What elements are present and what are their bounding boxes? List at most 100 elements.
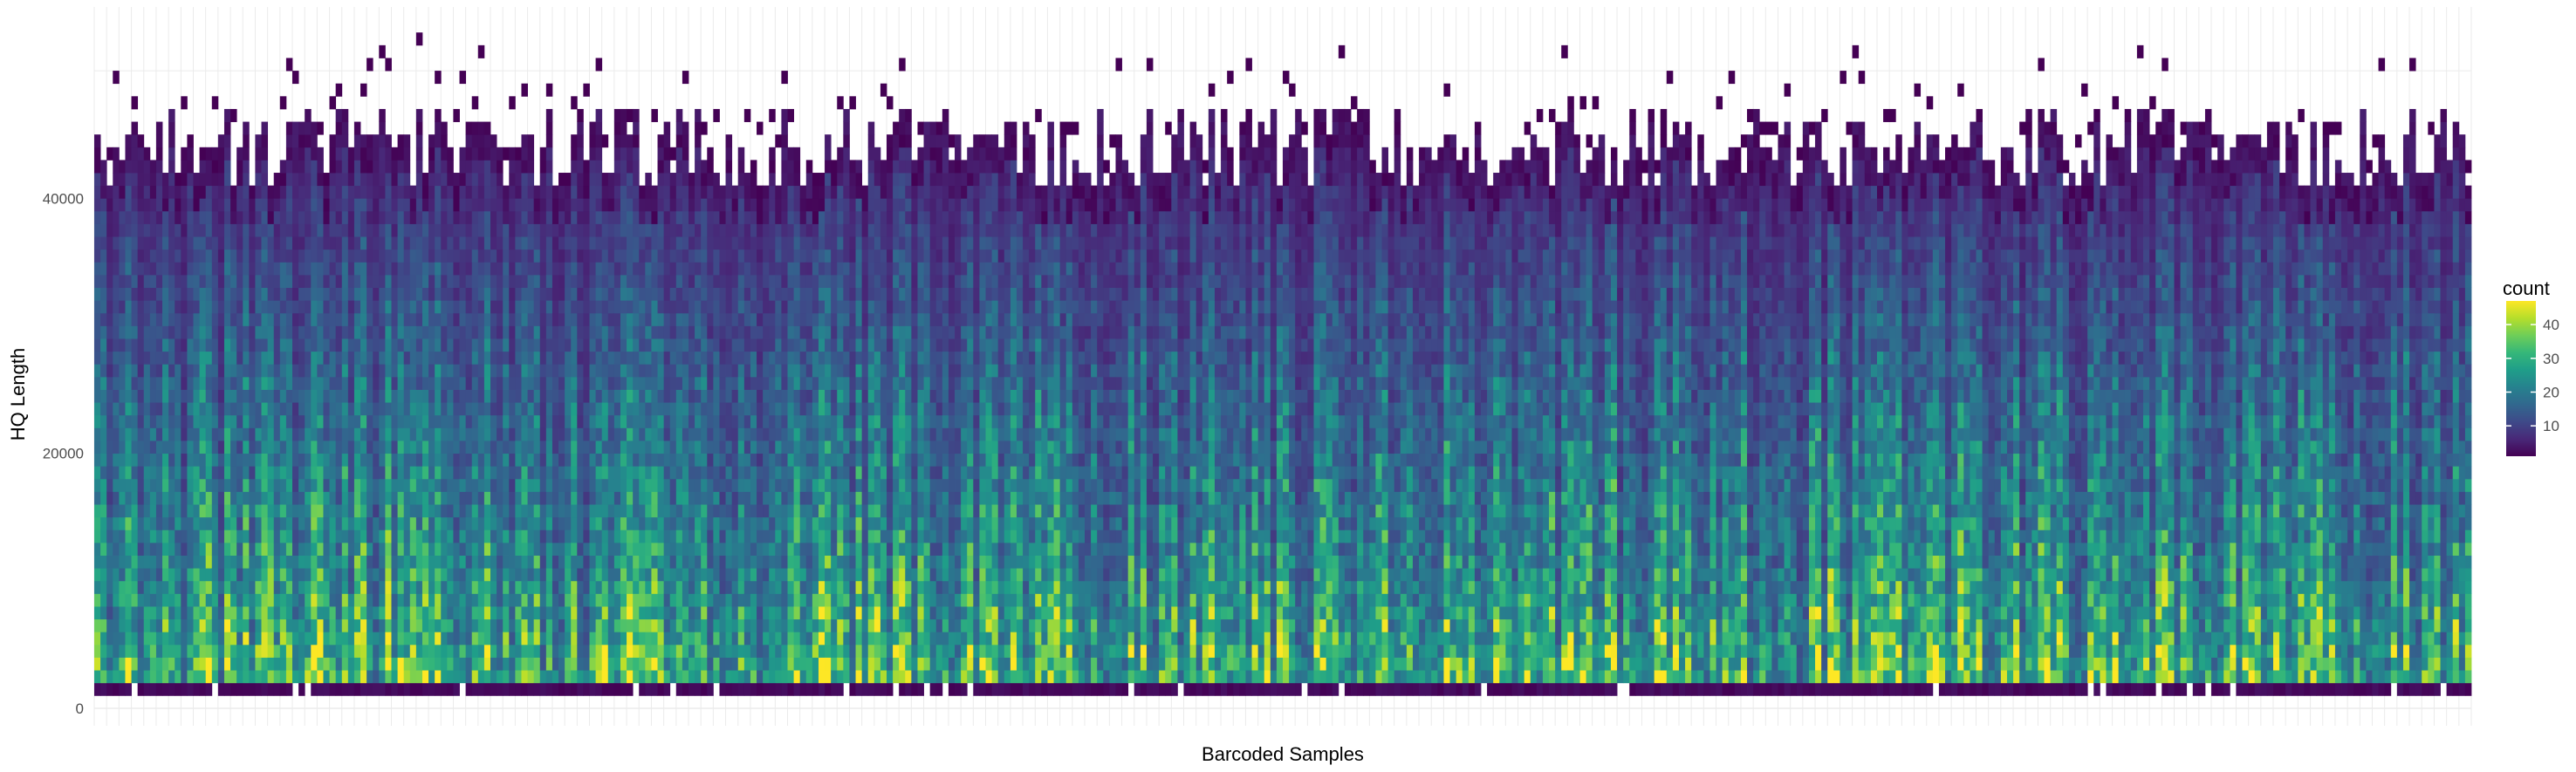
heatmap-cell [155,593,163,607]
heatmap-cell [663,632,671,646]
heatmap-cell [663,338,671,352]
heatmap-cell [459,555,467,569]
heatmap-cell [335,325,343,339]
heatmap-cell [459,210,467,224]
heatmap-cell [613,441,621,454]
heatmap-cell [743,657,751,671]
heatmap-cell [645,338,652,352]
heatmap-cell [236,249,243,263]
heatmap-cell [521,632,528,646]
heatmap-cell [545,121,553,135]
heatmap-cell [205,453,213,467]
heatmap-cell [347,351,355,365]
heatmap-cell [552,632,559,646]
heatmap-cell [397,670,405,684]
heatmap-cell [607,593,615,607]
heatmap-cell [613,414,621,428]
heatmap-cell [527,262,535,276]
heatmap-cell [620,466,627,480]
heatmap-cell [353,262,361,276]
heatmap-cell [421,427,429,441]
heatmap-cell [737,542,745,556]
heatmap-cell [515,478,522,492]
heatmap-cell [601,287,609,301]
heatmap-cell [663,606,671,620]
heatmap-cell [682,300,689,314]
heatmap-cell [236,198,243,212]
heatmap-cell [689,402,695,416]
heatmap-cell [552,236,559,250]
heatmap-cell [509,249,516,263]
heatmap-cell [471,555,479,569]
heatmap-cell [113,364,120,378]
heatmap-cell [552,644,559,658]
heatmap-cell [391,325,398,339]
heatmap-cell [620,670,627,684]
heatmap-cell [627,108,634,122]
heatmap-cell [701,682,708,696]
heatmap-cell [292,71,299,85]
heatmap-cell [465,478,473,492]
heatmap-cell [113,147,120,161]
heatmap-cell [329,478,337,492]
heatmap-cell [695,236,702,250]
heatmap-cell [373,274,380,288]
heatmap-cell [737,185,745,199]
heatmap-cell [175,632,182,646]
heatmap-cell [459,529,467,543]
heatmap-cell [421,262,429,276]
heatmap-cell [335,389,343,403]
heatmap-cell [737,198,745,212]
heatmap-cell [639,389,646,403]
heatmap-cell [131,96,139,110]
heatmap-cell [620,453,627,467]
heatmap-cell [335,580,343,594]
heatmap-cell [119,529,126,543]
heatmap-cell [292,364,299,378]
heatmap-cell [675,287,683,301]
heatmap-cell [255,516,262,530]
heatmap-cell [497,389,504,403]
heatmap-cell [465,351,473,365]
heatmap-cell [682,287,689,301]
heatmap-cell [675,185,683,199]
heatmap-cell [397,402,405,416]
heatmap-cell [273,364,281,378]
heatmap-cell [743,108,751,122]
heatmap-cell [633,618,640,632]
heatmap-cell [385,657,392,671]
heatmap-cell [131,414,139,428]
heatmap-cell [613,338,621,352]
heatmap-cell [601,466,609,480]
heatmap-cell [273,312,281,326]
heatmap-cell [695,644,702,658]
heatmap-cell [323,504,330,518]
heatmap-cell [769,198,776,212]
heatmap-cell [471,593,479,607]
heatmap-cell [459,338,467,352]
heatmap-cell [360,670,367,684]
heatmap-cell [515,249,522,263]
heatmap-cell [100,173,107,187]
heatmap-cell [465,287,473,301]
heatmap-cell [657,414,665,428]
heatmap-cell [471,351,479,365]
heatmap-cell [447,364,454,378]
heatmap-cell [353,300,361,314]
heatmap-cell [707,249,714,263]
heatmap-cell [298,236,305,250]
heatmap-cell [125,555,132,569]
heatmap-cell [125,300,132,314]
heatmap-cell [447,453,454,467]
heatmap-cell [645,236,652,250]
heatmap-cell [217,351,225,365]
heatmap-cell [750,568,757,582]
heatmap-cell [441,173,448,187]
heatmap-cell [725,593,733,607]
heatmap-cell [689,682,695,696]
heatmap-cell [552,529,559,543]
heatmap-cell [725,300,733,314]
heatmap-cell [329,223,337,237]
heatmap-cell [341,160,349,174]
heatmap-cell [168,441,175,454]
